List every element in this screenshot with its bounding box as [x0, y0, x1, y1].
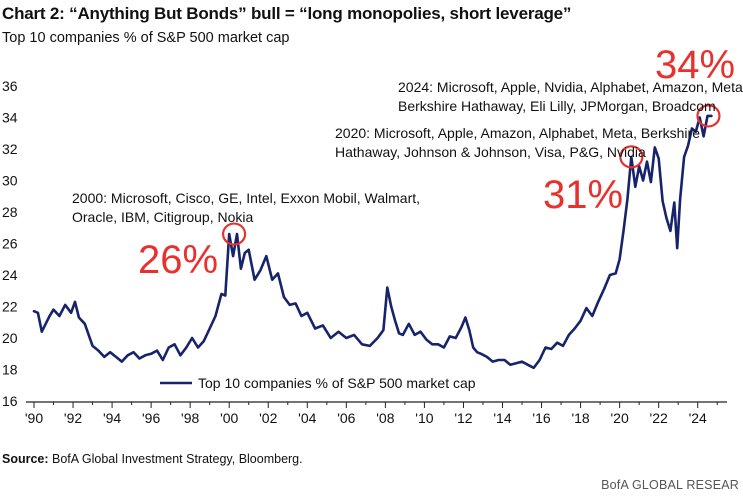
annotation-label: 2024: Microsoft, Apple, Nvidia, Alphabet…: [398, 79, 743, 95]
x-tick-label: '94: [103, 410, 121, 426]
y-tick-label: 20: [2, 330, 18, 346]
annotation-big-label: 31%: [543, 173, 623, 217]
x-axis: '90 '92 '94 '96 '98 '00 '02 '04 '06 '08 '10 '12 '14 '…: [25, 401, 727, 426]
x-tick-label: '06: [337, 410, 355, 426]
source-text: BofA Global Investment Strategy, Bloombe…: [48, 452, 303, 466]
x-tick-label: '12: [454, 410, 472, 426]
x-tick-label: '00: [220, 410, 238, 426]
annotation-label: Hathaway, Johnson & Johnson, Visa, P&G, …: [335, 144, 646, 160]
annotations: 2000: Microsoft, Cisco, GE, Intel, Exxon…: [72, 43, 743, 282]
x-tick-label: '14: [493, 410, 511, 426]
annotation-big-label: 26%: [138, 238, 218, 282]
legend: Top 10 companies % of S&P 500 market cap: [160, 375, 476, 391]
y-tick-label: 28: [2, 204, 18, 220]
chart-title: Chart 2: “Anything But Bonds” bull = “lo…: [2, 4, 572, 23]
legend-label: Top 10 companies % of S&P 500 market cap: [198, 375, 476, 391]
x-tick-label: '16: [532, 410, 550, 426]
x-tick-label: '24: [689, 410, 707, 426]
y-tick-label: 26: [2, 236, 18, 252]
y-axis: 16 18 20 22 24 26 28 30 32 34 36: [2, 78, 18, 409]
series-line-top10: [32, 114, 713, 370]
highlight-circle: [696, 104, 721, 128]
x-tick-label: '90: [25, 410, 43, 426]
y-tick-label: 18: [2, 362, 18, 378]
x-tick-label: '08: [376, 410, 394, 426]
x-tick-label: '22: [650, 410, 668, 426]
annotation-label: 2000: Microsoft, Cisco, GE, Intel, Exxon…: [72, 190, 420, 206]
annotation-big-label: 34%: [655, 43, 735, 87]
source-label: Source:: [2, 452, 49, 466]
y-tick-label: 16: [2, 393, 18, 409]
chart-subtitle: Top 10 companies % of S&P 500 market cap: [2, 30, 290, 46]
brand-footer: BofA GLOBAL RESEAR: [601, 478, 739, 492]
highlight-circle: [221, 222, 247, 246]
y-tick-label: 22: [2, 299, 18, 315]
x-tick-label: '18: [571, 410, 589, 426]
x-tick-label: '98: [181, 410, 199, 426]
highlight-circle: [619, 145, 644, 169]
y-tick-label: 30: [2, 173, 18, 189]
annotation-label: Berkshire Hathaway, Eli Lilly, JPMorgan,…: [398, 98, 716, 114]
annotation-label: Oracle, IBM, Citigroup, Nokia: [72, 209, 253, 225]
source-note: Source: BofA Global Investment Strategy,…: [2, 452, 303, 466]
y-tick-label: 32: [2, 141, 18, 157]
y-tick-label: 24: [2, 267, 18, 283]
x-tick-label: '20: [611, 410, 629, 426]
x-tick-label: '96: [142, 410, 160, 426]
x-tick-label: '10: [415, 410, 433, 426]
x-tick-label: '04: [298, 410, 316, 426]
x-tick-label: '92: [64, 410, 82, 426]
y-tick-label: 34: [2, 110, 18, 126]
annotation-label: 2020: Microsoft, Apple, Amazon, Alphabet…: [335, 125, 700, 141]
x-tick-label: '02: [259, 410, 277, 426]
y-tick-label: 36: [2, 78, 18, 94]
plot-area: [32, 114, 713, 370]
